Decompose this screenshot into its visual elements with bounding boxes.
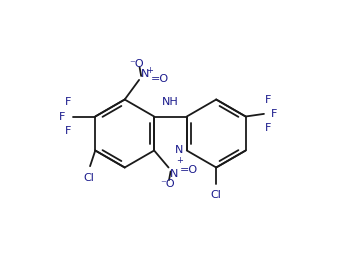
Text: N: N — [141, 69, 149, 78]
Text: +: + — [147, 66, 153, 75]
Text: ⁻O: ⁻O — [130, 59, 144, 69]
Text: F: F — [265, 95, 271, 104]
Text: ⁻O: ⁻O — [160, 179, 175, 190]
Text: F: F — [65, 126, 72, 136]
Text: =O: =O — [180, 164, 198, 175]
Text: Cl: Cl — [211, 190, 222, 200]
Text: F: F — [65, 97, 72, 107]
Text: N: N — [170, 169, 178, 179]
Text: Cl: Cl — [83, 173, 94, 183]
Text: =O: =O — [151, 74, 169, 84]
Text: NH: NH — [162, 97, 179, 107]
Text: N: N — [175, 146, 184, 155]
Text: F: F — [265, 123, 271, 133]
Text: F: F — [59, 112, 66, 121]
Text: +: + — [176, 156, 183, 165]
Text: F: F — [271, 109, 278, 119]
